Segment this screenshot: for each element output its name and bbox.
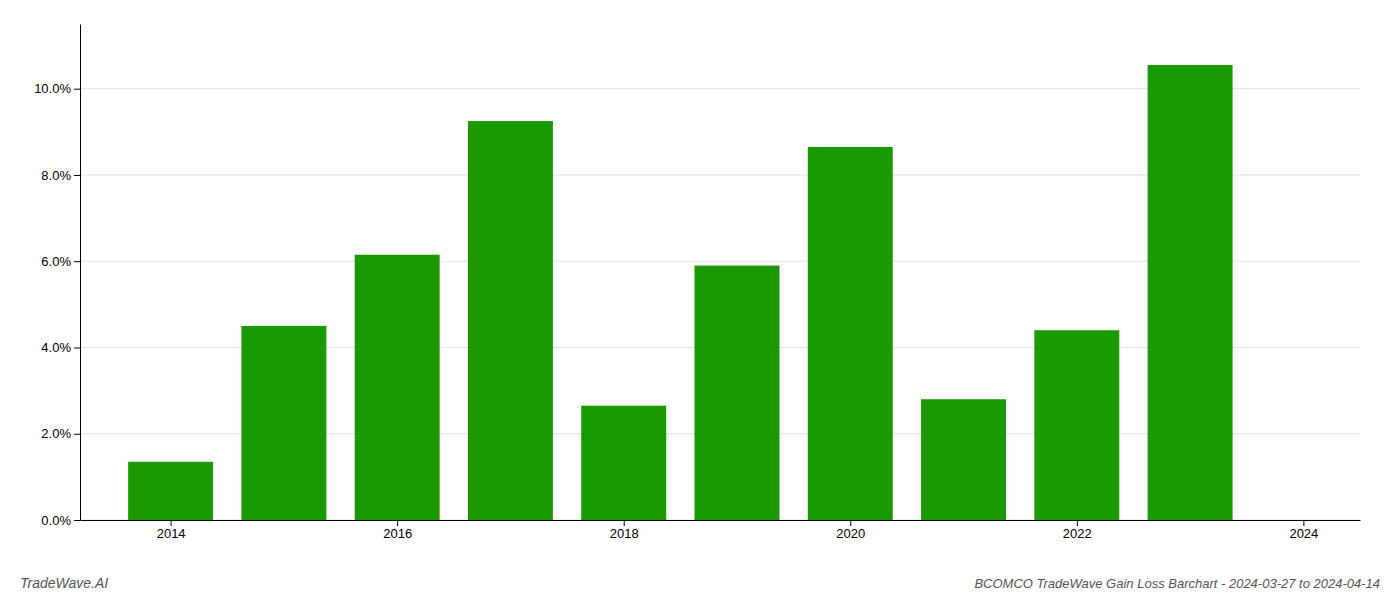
y-axis: 0.0% 2.0% 4.0% 6.0% 8.0% 10.0%	[34, 25, 80, 528]
y-tick: 10.0%	[34, 81, 80, 96]
x-tick: 2016	[383, 520, 412, 541]
chart: 2014 2016 2018 2020 2022 2024 0.0% 2.0% 4.0% 6.0%…	[0, 0, 1400, 600]
x-tick-mark	[850, 520, 851, 526]
title: BCOMCO TradeWave Gain Loss Barchart - 20…	[974, 576, 1380, 591]
x-tick-mark	[624, 520, 625, 526]
y-tick-mark	[74, 261, 80, 262]
bar	[1148, 65, 1233, 520]
y-tick-mark	[74, 89, 80, 90]
x-tick: 2020	[836, 520, 865, 541]
y-tick-mark	[74, 520, 80, 521]
y-axis-line	[80, 25, 81, 521]
y-tick-label: 4.0%	[41, 340, 71, 355]
x-tick-label: 2020	[836, 526, 865, 541]
x-tick-label: 2016	[383, 526, 412, 541]
x-tick: 2022	[1063, 520, 1092, 541]
x-tick: 2018	[610, 520, 639, 541]
y-tick: 0.0%	[41, 513, 80, 528]
y-tick: 2.0%	[41, 426, 80, 441]
bar	[128, 462, 213, 520]
bars	[128, 65, 1232, 520]
bar	[695, 266, 780, 520]
bar	[468, 121, 553, 520]
x-tick-mark	[171, 520, 172, 526]
x-tick-mark	[1077, 520, 1078, 526]
x-tick-label: 2018	[610, 526, 639, 541]
bar	[241, 326, 326, 520]
x-tick-label: 2014	[157, 526, 186, 541]
watermark: TradeWave.AI	[20, 575, 108, 591]
bar	[355, 255, 440, 520]
y-tick: 8.0%	[41, 168, 80, 183]
x-axis-line	[81, 520, 1361, 521]
y-tick-label: 6.0%	[41, 254, 71, 269]
y-tick-mark	[74, 347, 80, 348]
y-tick-mark	[74, 434, 80, 435]
plot-area: 2014 2016 2018 2020 2022 2024 0.0% 2.0% 4.0% 6.0%…	[34, 25, 1360, 542]
x-tick-label: 2024	[1289, 526, 1318, 541]
y-tick: 6.0%	[41, 254, 80, 269]
x-tick: 2024	[1289, 520, 1318, 541]
bar	[1034, 330, 1119, 520]
x-tick: 2014	[157, 520, 186, 541]
y-tick-mark	[74, 175, 80, 176]
y-tick-label: 2.0%	[41, 426, 71, 441]
y-tick-label: 0.0%	[41, 513, 71, 528]
bar	[808, 147, 893, 520]
y-tick: 4.0%	[41, 340, 80, 355]
y-tick-label: 10.0%	[34, 81, 71, 96]
bar	[581, 406, 666, 520]
x-axis: 2014 2016 2018 2020 2022 2024	[81, 520, 1361, 541]
y-tick-label: 8.0%	[41, 168, 71, 183]
x-tick-mark	[1303, 520, 1304, 526]
bar	[921, 399, 1006, 520]
x-tick-label: 2022	[1063, 526, 1092, 541]
x-tick-mark	[397, 520, 398, 526]
